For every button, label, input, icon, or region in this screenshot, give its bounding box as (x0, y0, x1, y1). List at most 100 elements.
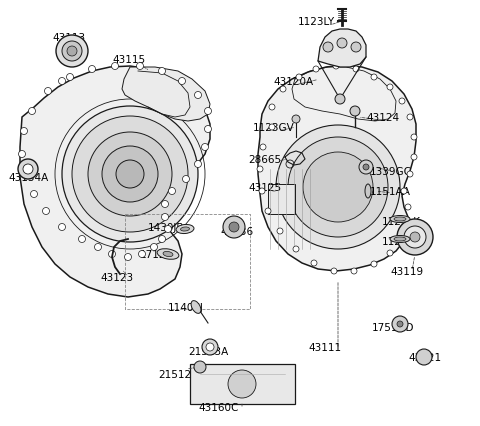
Circle shape (194, 161, 202, 168)
Circle shape (229, 222, 239, 233)
Circle shape (204, 108, 212, 115)
Circle shape (116, 161, 144, 189)
Circle shape (43, 208, 49, 215)
Circle shape (416, 349, 432, 365)
Circle shape (351, 268, 357, 274)
Text: 43113: 43113 (52, 33, 85, 43)
Circle shape (392, 316, 408, 332)
Circle shape (353, 67, 359, 73)
Circle shape (67, 47, 77, 57)
Circle shape (45, 88, 51, 95)
Circle shape (79, 236, 85, 243)
Circle shape (67, 74, 73, 81)
Circle shape (23, 164, 33, 175)
Circle shape (269, 125, 275, 131)
Circle shape (410, 233, 420, 242)
Text: 43115: 43115 (112, 55, 145, 65)
Circle shape (407, 172, 413, 178)
Circle shape (59, 224, 65, 231)
Ellipse shape (191, 301, 201, 314)
Circle shape (228, 370, 256, 398)
Circle shape (399, 99, 405, 105)
Circle shape (293, 246, 299, 253)
Ellipse shape (157, 249, 179, 260)
Circle shape (260, 145, 266, 151)
Circle shape (88, 66, 96, 73)
Circle shape (404, 227, 426, 248)
Circle shape (161, 214, 168, 221)
Circle shape (303, 153, 373, 222)
Text: 43136: 43136 (220, 227, 253, 236)
Circle shape (277, 228, 283, 234)
Circle shape (223, 216, 245, 239)
Ellipse shape (365, 184, 371, 199)
Circle shape (202, 144, 208, 151)
Circle shape (88, 132, 172, 216)
Ellipse shape (390, 236, 410, 243)
Circle shape (296, 75, 302, 81)
Ellipse shape (394, 218, 406, 222)
Circle shape (158, 236, 166, 243)
Circle shape (182, 176, 190, 183)
Circle shape (323, 43, 333, 53)
Circle shape (311, 260, 317, 266)
Circle shape (337, 39, 347, 49)
Circle shape (108, 251, 116, 258)
Circle shape (405, 204, 411, 210)
Circle shape (397, 321, 403, 327)
Circle shape (151, 244, 157, 251)
Polygon shape (318, 30, 366, 68)
Text: 1339GC: 1339GC (370, 167, 412, 177)
Polygon shape (190, 364, 295, 404)
Circle shape (292, 116, 300, 124)
Circle shape (202, 339, 218, 355)
Ellipse shape (180, 227, 190, 231)
Text: 28665: 28665 (248, 155, 281, 164)
Text: 1123LK: 1123LK (382, 216, 421, 227)
Circle shape (19, 151, 25, 158)
Circle shape (335, 95, 345, 105)
Circle shape (111, 63, 119, 70)
Circle shape (18, 160, 38, 180)
Circle shape (161, 201, 168, 208)
Text: 21513A: 21513A (188, 346, 228, 356)
Circle shape (411, 135, 417, 141)
Text: 17121: 17121 (140, 249, 173, 259)
Circle shape (124, 254, 132, 261)
Polygon shape (122, 68, 210, 122)
Circle shape (371, 262, 377, 268)
Text: 43120A: 43120A (273, 77, 313, 87)
Circle shape (102, 147, 158, 202)
Polygon shape (20, 67, 210, 297)
Ellipse shape (394, 237, 406, 242)
Circle shape (204, 126, 212, 133)
Circle shape (276, 126, 400, 249)
Text: 1430JB: 1430JB (148, 222, 184, 233)
Circle shape (371, 75, 377, 81)
Circle shape (31, 191, 37, 198)
Ellipse shape (176, 225, 194, 234)
Text: 1140EJ: 1140EJ (168, 302, 204, 312)
Circle shape (399, 236, 405, 242)
Circle shape (168, 188, 176, 195)
Circle shape (407, 115, 413, 121)
Circle shape (179, 78, 185, 85)
Circle shape (387, 85, 393, 91)
Circle shape (387, 250, 393, 256)
Circle shape (359, 161, 373, 175)
Circle shape (259, 189, 265, 195)
Circle shape (397, 219, 433, 256)
Text: 43124: 43124 (366, 113, 399, 123)
Circle shape (265, 208, 271, 215)
Circle shape (21, 171, 27, 178)
Text: 43134A: 43134A (8, 173, 48, 183)
Circle shape (411, 155, 417, 161)
Text: 1123ME: 1123ME (382, 236, 424, 246)
Text: 43111: 43111 (308, 342, 341, 352)
Text: 1751DD: 1751DD (372, 322, 415, 332)
Ellipse shape (163, 252, 173, 257)
Circle shape (72, 117, 188, 233)
Circle shape (62, 42, 82, 62)
Circle shape (165, 226, 171, 233)
Ellipse shape (390, 216, 410, 223)
